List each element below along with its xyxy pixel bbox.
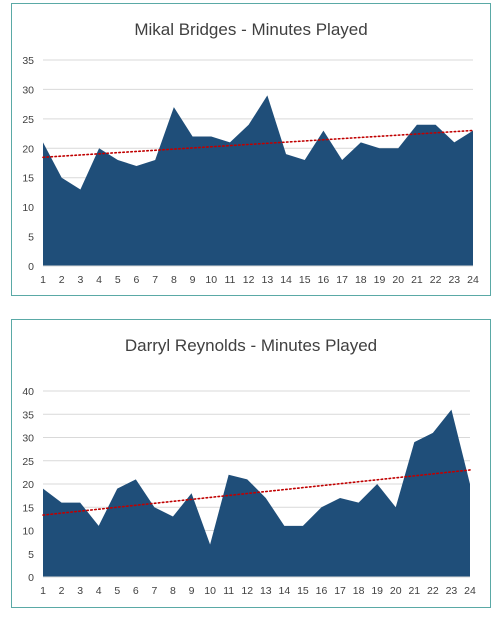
y-tick-label: 25 (22, 114, 34, 126)
trendline (42, 469, 471, 516)
x-tick-label: 16 (318, 274, 330, 286)
x-tick-label: 1 (40, 274, 46, 286)
x-tick-label: 23 (448, 274, 460, 286)
y-tick-label: 5 (28, 549, 34, 561)
x-tick-label: 12 (241, 585, 253, 597)
x-tick-label: 22 (427, 585, 439, 597)
x-tick-label: 7 (151, 585, 157, 597)
y-tick-label: 25 (22, 456, 34, 468)
x-tick-label: 18 (355, 274, 367, 286)
y-tick-label: 10 (22, 202, 34, 214)
x-tick-label: 5 (115, 274, 121, 286)
x-tick-label: 9 (190, 274, 196, 286)
x-tick-label: 21 (411, 274, 423, 286)
x-tick-label: 3 (77, 585, 83, 597)
x-tick-label: 20 (392, 274, 404, 286)
y-tick-label: 20 (22, 143, 34, 155)
x-tick-label: 10 (205, 274, 217, 286)
x-tick-label: 5 (114, 585, 120, 597)
y-tick-label: 20 (22, 479, 34, 491)
area-series (43, 409, 470, 577)
x-tick-label: 10 (204, 585, 216, 597)
x-tick-label: 13 (262, 274, 274, 286)
trendline (42, 129, 474, 159)
x-tick-label: 15 (297, 585, 309, 597)
x-tick-label: 6 (133, 585, 139, 597)
y-tick-label: 30 (22, 84, 34, 96)
chart-title: Darryl Reynolds - Minutes Played (124, 336, 378, 355)
x-tick-label: 17 (334, 585, 346, 597)
x-tick-label: 14 (279, 585, 291, 597)
x-tick-label: 15 (299, 274, 311, 286)
x-tick-label: 20 (390, 585, 402, 597)
chart-title: Mikal Bridges - Minutes Played (134, 20, 368, 39)
x-tick-label: 8 (171, 274, 177, 286)
x-tick-label: 9 (189, 585, 195, 597)
chart-darryl-reynolds: Darryl Reynolds - Minutes Played 0 5 10 15 2… (11, 319, 491, 608)
x-tick-label: 14 (280, 274, 292, 286)
x-tick-label: 4 (96, 585, 102, 597)
x-tick-label: 18 (353, 585, 365, 597)
x-tick-label: 21 (408, 585, 420, 597)
x-tick-label: 7 (152, 274, 158, 286)
x-tick-label: 2 (59, 274, 65, 286)
x-tick-label: 16 (316, 585, 328, 597)
y-tick-label: 40 (22, 386, 34, 398)
x-tick-label: 3 (77, 274, 83, 286)
x-tick-label: 19 (374, 274, 386, 286)
x-tick-label: 2 (59, 585, 65, 597)
area-series (43, 95, 473, 266)
x-tick-label: 24 (467, 274, 479, 286)
x-tick-label: 17 (336, 274, 348, 286)
x-tick-label: 11 (225, 274, 236, 286)
y-tick-label: 35 (22, 55, 34, 67)
y-tick-label: 35 (22, 409, 34, 421)
y-tick-label: 0 (28, 572, 34, 584)
x-tick-label: 6 (134, 274, 140, 286)
x-tick-label: 11 (223, 585, 234, 597)
y-tick-label: 15 (22, 502, 34, 514)
y-tick-label: 0 (28, 261, 34, 273)
y-tick-label: 15 (22, 173, 34, 185)
x-tick-label: 23 (446, 585, 458, 597)
x-tick-label: 24 (464, 585, 476, 597)
x-tick-label: 13 (260, 585, 272, 597)
y-tick-label: 5 (28, 232, 34, 244)
x-tick-label: 22 (430, 274, 442, 286)
x-tick-label: 8 (170, 585, 176, 597)
chart-mikal-bridges: Mikal Bridges - Minutes Played 0 5 10 15 20 2… (11, 3, 491, 296)
x-tick-label: 12 (243, 274, 255, 286)
x-tick-label: 1 (40, 585, 46, 597)
y-tick-label: 30 (22, 433, 34, 445)
x-tick-label: 4 (96, 274, 102, 286)
x-tick-label: 19 (371, 585, 383, 597)
y-tick-label: 10 (22, 526, 34, 538)
